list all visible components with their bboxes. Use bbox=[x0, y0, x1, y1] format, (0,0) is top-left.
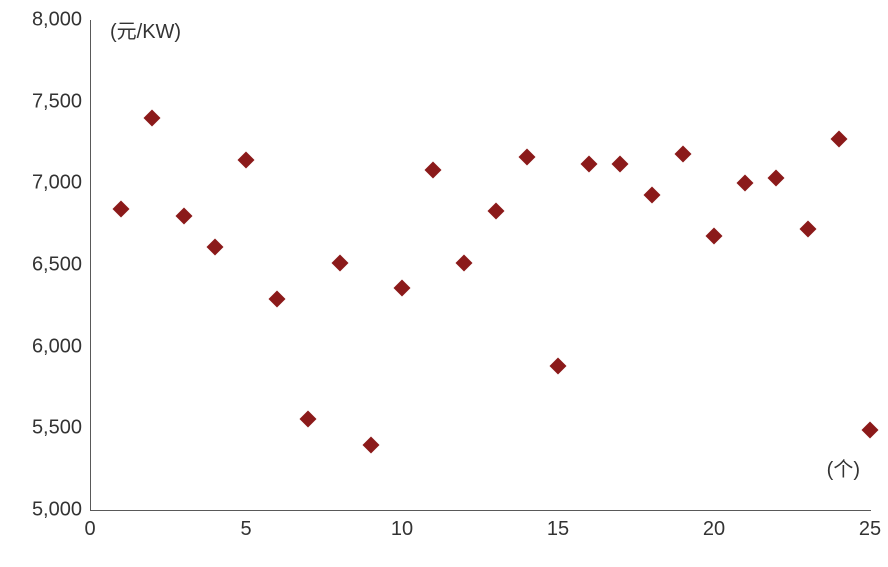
x-tick-label: 5 bbox=[240, 518, 251, 541]
x-tick-label: 20 bbox=[703, 518, 725, 541]
y-axis-title: (元/KW) bbox=[110, 15, 181, 44]
y-tick-label: 5,000 bbox=[32, 499, 82, 522]
y-tick-label: 6,500 bbox=[32, 254, 82, 277]
y-tick-label: 6,000 bbox=[32, 335, 82, 358]
x-tick-label: 10 bbox=[391, 518, 413, 541]
scatter-chart: (元/KW) (个) 5,000 5,500 6,000 6,500 7,000 7,50… bbox=[0, 0, 888, 567]
y-tick-label: 7,000 bbox=[32, 172, 82, 195]
x-tick-label: 25 bbox=[859, 518, 881, 541]
x-axis-title: (个) bbox=[827, 453, 860, 482]
y-tick-label: 8,000 bbox=[32, 9, 82, 32]
y-tick-label: 5,500 bbox=[32, 417, 82, 440]
plot-area bbox=[90, 20, 871, 511]
x-tick-label: 0 bbox=[84, 518, 95, 541]
x-tick-label: 15 bbox=[547, 518, 569, 541]
y-tick-label: 7,500 bbox=[32, 90, 82, 113]
